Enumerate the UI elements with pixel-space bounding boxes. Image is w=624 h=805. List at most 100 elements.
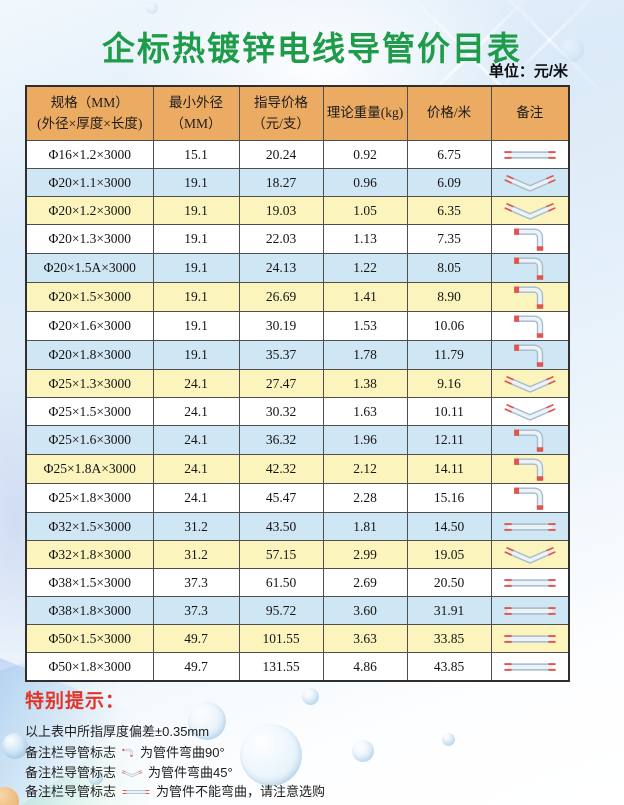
special-notice: 特别提示： 以上表中所指厚度偏差±0.35mm 备注栏导管标志 为管件弯曲90° 备… [25,686,505,799]
bubble-decor [146,2,158,14]
straight-pipe-icon [504,662,556,671]
cell-price-per-meter: 8.90 [406,282,492,312]
note-line: 以上表中所指厚度偏差±0.35mm [25,724,210,739]
header-guide-price: 指导价格 （元/支） [238,85,324,141]
price-table: 规格（MM） (外径×厚度×长度) 最小外径 （MM） 指导价格 （元/支） 理… [25,85,570,682]
cell-spec: Φ20×1.5×3000 [25,282,154,312]
cell-price-per-meter: 6.09 [406,168,492,197]
cell-guide-price: 45.47 [238,483,324,513]
table-row: Φ32×1.8×3000 31.2 57.15 2.99 19.05 [25,540,570,569]
header-spec-line1: 规格（MM） [50,94,129,110]
cell-weight: 1.63 [322,397,408,426]
cell-remark [490,624,570,653]
cell-guide-price: 30.32 [238,397,324,426]
bend-90-icon [513,344,543,367]
cell-min-od: 24.1 [152,454,240,484]
table-row: Φ50×1.8×3000 49.7 131.55 4.86 43.85 [25,652,570,682]
note-icon-wrap [121,788,151,796]
cell-weight: 3.60 [322,596,408,625]
cell-guide-price: 22.03 [238,224,324,254]
cell-min-od: 19.1 [152,253,240,283]
cell-guide-price: 61.50 [238,568,324,597]
cell-price-per-meter: 10.06 [406,311,492,341]
note-line-suffix: 为管件不能弯曲，请注意选购 [156,784,326,799]
table-row: Φ20×1.6×3000 19.1 30.19 1.53 10.06 [25,311,570,341]
cell-min-od: 15.1 [152,140,240,169]
cell-min-od: 19.1 [152,340,240,370]
cell-remark [490,652,570,682]
table-row: Φ20×1.5A×3000 19.1 24.13 1.22 8.05 [25,253,570,283]
bend-45-icon [504,174,556,192]
cell-weight: 2.99 [322,540,408,569]
table-row: Φ50×1.5×3000 49.7 101.55 3.63 33.85 [25,624,570,653]
cell-guide-price: 43.50 [238,512,324,541]
cell-weight: 1.38 [322,369,408,398]
note-line: 备注栏导管标志 为管件不能弯曲，请注意选购 [25,785,505,799]
bend-90-icon [513,228,543,251]
cell-min-od: 31.2 [152,540,240,569]
cell-guide-price: 42.32 [238,454,324,484]
price-table-wrap: 规格（MM） (外径×厚度×长度) 最小外径 （MM） 指导价格 （元/支） 理… [25,85,570,682]
special-notice-heading: 特别提示： [25,691,126,712]
cell-remark [490,340,570,370]
cell-spec: Φ25×1.3×3000 [25,369,154,398]
cell-remark [490,224,570,254]
cell-weight: 1.22 [322,253,408,283]
cell-guide-price: 131.55 [238,652,324,682]
cell-spec: Φ25×1.6×3000 [25,425,154,455]
cell-min-od: 19.1 [152,168,240,197]
cell-price-per-meter: 9.16 [406,369,492,398]
straight-pipe-icon [504,606,556,615]
cell-weight: 3.63 [322,624,408,653]
cell-guide-price: 27.47 [238,369,324,398]
cell-spec: Φ16×1.2×3000 [25,140,154,169]
cell-remark [490,596,570,625]
cell-guide-price: 30.19 [238,311,324,341]
cell-remark [490,454,570,484]
header-min-od-line1: 最小外径 [169,94,223,110]
cell-spec: Φ25×1.5×3000 [25,397,154,426]
cell-min-od: 31.2 [152,512,240,541]
cell-price-per-meter: 8.05 [406,253,492,283]
cell-min-od: 19.1 [152,224,240,254]
note-line-prefix: 备注栏导管标志 [25,784,117,799]
cell-weight: 1.78 [322,340,408,370]
corner-dot-decor [0,787,19,805]
bend-90-icon [513,257,543,280]
table-row: Φ20×1.2×3000 19.1 19.03 1.05 6.35 [25,196,570,225]
straight-pipe-icon [504,522,556,531]
table-row: Φ25×1.3×3000 24.1 27.47 1.38 9.16 [25,369,570,398]
bend-90-icon [122,748,133,757]
cell-guide-price: 36.32 [238,425,324,455]
cell-price-per-meter: 6.75 [406,140,492,169]
note-icon-wrap [121,769,143,778]
cell-price-per-meter: 10.11 [406,397,492,426]
cell-guide-price: 95.72 [238,596,324,625]
cell-weight: 1.13 [322,224,408,254]
cell-price-per-meter: 14.50 [406,512,492,541]
table-row: Φ20×1.5×3000 19.1 26.69 1.41 8.90 [25,282,570,312]
cell-price-per-meter: 19.05 [406,540,492,569]
cell-weight: 4.86 [322,652,408,682]
straight-pipe-icon [122,790,150,794]
cell-remark [490,568,570,597]
cell-spec: Φ20×1.8×3000 [25,340,154,370]
cell-guide-price: 101.55 [238,624,324,653]
cell-min-od: 24.1 [152,369,240,398]
cell-guide-price: 26.69 [238,282,324,312]
straight-pipe-icon [504,578,556,587]
note-line-suffix: 为管件弯曲90° [140,744,225,760]
cell-guide-price: 35.37 [238,340,324,370]
note-icon-wrap [121,744,135,761]
cell-weight: 2.69 [322,568,408,597]
cell-remark [490,311,570,341]
table-row: Φ20×1.1×3000 19.1 18.27 0.96 6.09 [25,168,570,197]
cell-weight: 1.81 [322,512,408,541]
cell-min-od: 49.7 [152,652,240,682]
note-line: 备注栏导管标志 为管件弯曲90° [25,744,505,761]
cell-min-od: 19.1 [152,196,240,225]
cell-remark [490,140,570,169]
cell-price-per-meter: 14.11 [406,454,492,484]
cell-spec: Φ32×1.5×3000 [25,512,154,541]
